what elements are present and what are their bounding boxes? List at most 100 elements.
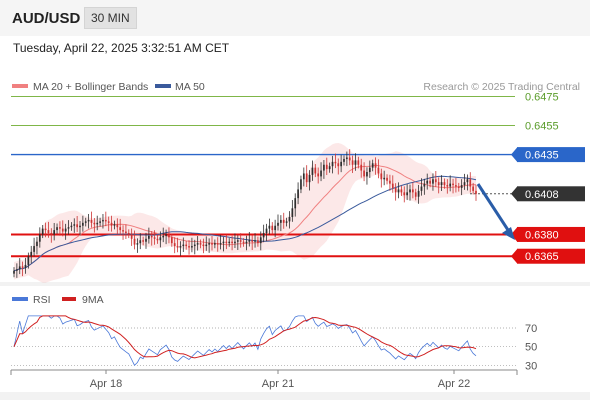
candle-body-123 — [366, 172, 368, 177]
ma50-legend-swatch — [155, 84, 171, 88]
candle-body-126 — [374, 163, 377, 168]
candle-body-103 — [308, 174, 311, 183]
candle-body-102 — [305, 173, 308, 183]
candle-body-63 — [193, 244, 196, 247]
rsi-ticks: 70 50 30 — [525, 323, 537, 372]
rsi-line — [13, 315, 477, 366]
candle-body-124 — [368, 167, 371, 173]
level-badge-tip-4 — [511, 227, 517, 242]
candle-body-139 — [412, 189, 414, 193]
candle-body-132 — [391, 183, 394, 188]
candle-body-159 — [469, 179, 472, 187]
price-panel-bg — [0, 70, 590, 282]
candle-body-78 — [236, 240, 239, 242]
candle-body-119 — [354, 160, 357, 165]
candle-body-125 — [371, 163, 374, 168]
candle-body-30 — [99, 221, 101, 223]
candle-body-57 — [176, 246, 179, 248]
candle-body-146 — [432, 179, 434, 184]
candle-body-67 — [205, 244, 208, 247]
candle-body-150 — [443, 182, 446, 186]
chart-header: AUD/USD 30 MIN — [0, 0, 590, 36]
rsi-legend-label: RSI — [33, 294, 51, 306]
level-badge-tip-3 — [511, 186, 517, 201]
level-badge-tip-5 — [511, 249, 517, 264]
candle-body-148 — [437, 182, 440, 186]
candle-body-115 — [343, 158, 345, 162]
candle-body-79 — [239, 240, 242, 242]
candle-body-44 — [139, 240, 142, 244]
candle-body-83 — [251, 240, 254, 242]
candle-body-155 — [457, 186, 460, 188]
candle-body-33 — [107, 221, 110, 223]
candle-body-81 — [245, 241, 248, 244]
rsi-lines — [13, 315, 477, 366]
level-label-4: 0.6380 — [525, 229, 559, 241]
candle-body-20 — [70, 225, 73, 228]
candle-body-37 — [119, 227, 122, 231]
candle-body-56 — [173, 243, 176, 247]
timeframe-badge[interactable]: 30 MIN — [84, 7, 137, 29]
rsi-ma-legend-swatch — [62, 297, 76, 301]
candle-body-90 — [271, 225, 274, 231]
candle-body-160 — [472, 186, 474, 191]
candle-body-75 — [228, 241, 231, 244]
ma20-line — [13, 164, 477, 272]
candle-body-4 — [24, 264, 27, 268]
candle-body-87 — [262, 232, 265, 238]
candle-body-147 — [434, 179, 437, 183]
candle-body-85 — [257, 240, 259, 244]
candle-body-84 — [254, 240, 256, 242]
candle-body-6 — [30, 251, 33, 257]
candle-body-80 — [242, 241, 245, 244]
candle-body-145 — [429, 180, 431, 184]
candle-body-65 — [199, 243, 202, 245]
candle-body-29 — [96, 222, 99, 225]
panel-separator — [0, 282, 590, 286]
candle-body-43 — [136, 243, 139, 245]
candle-body-122 — [363, 170, 365, 177]
candle-body-117 — [348, 157, 351, 161]
candle-body-94 — [282, 219, 285, 223]
candle-body-113 — [337, 163, 340, 167]
candle-body-17 — [61, 228, 64, 232]
rsi-legend-swatch — [12, 297, 28, 301]
candle-body-3 — [21, 266, 24, 268]
candle-body-66 — [202, 244, 205, 247]
x-tick-label-1: Apr 21 — [262, 378, 294, 390]
candle-body-0 — [13, 270, 15, 274]
candle-body-24 — [82, 222, 84, 226]
candle-body-114 — [340, 161, 342, 167]
candle-body-99 — [297, 189, 299, 199]
report-datetime: Tuesday, April 22, 2025 3:32:51 AM CET — [13, 41, 230, 55]
candle-body-134 — [397, 189, 400, 193]
price-level-labels: 0.6475 0.6455 0.6435 0.6408 0.6380 0.6365 — [511, 92, 585, 264]
candle-body-38 — [122, 230, 124, 232]
level-badge-2 — [517, 147, 585, 163]
candle-body-93 — [280, 219, 282, 223]
candle-body-141 — [417, 190, 420, 197]
candle-body-31 — [102, 219, 104, 222]
candle-body-50 — [156, 238, 159, 241]
candle-body-144 — [426, 180, 429, 184]
candle-body-70 — [214, 243, 216, 245]
candle-body-129 — [383, 177, 386, 180]
rsi-ma-line — [13, 315, 477, 359]
candle-body-77 — [234, 241, 236, 244]
candle-body-106 — [317, 173, 320, 177]
candle-body-68 — [208, 243, 210, 245]
candle-body-35 — [113, 224, 116, 226]
candle-body-62 — [191, 246, 193, 248]
candle-body-12 — [47, 230, 50, 233]
rsi-gridlines — [11, 327, 517, 366]
candle-body-131 — [389, 180, 391, 184]
candle-body-21 — [73, 224, 76, 226]
candle-body-120 — [357, 160, 360, 165]
candle-body-127 — [377, 167, 380, 174]
candle-body-41 — [130, 234, 133, 239]
candle-body-135 — [400, 189, 403, 193]
candle-body-61 — [188, 246, 190, 248]
candle-body-105 — [314, 167, 317, 174]
candle-body-96 — [288, 217, 291, 222]
candle-body-86 — [259, 237, 262, 244]
